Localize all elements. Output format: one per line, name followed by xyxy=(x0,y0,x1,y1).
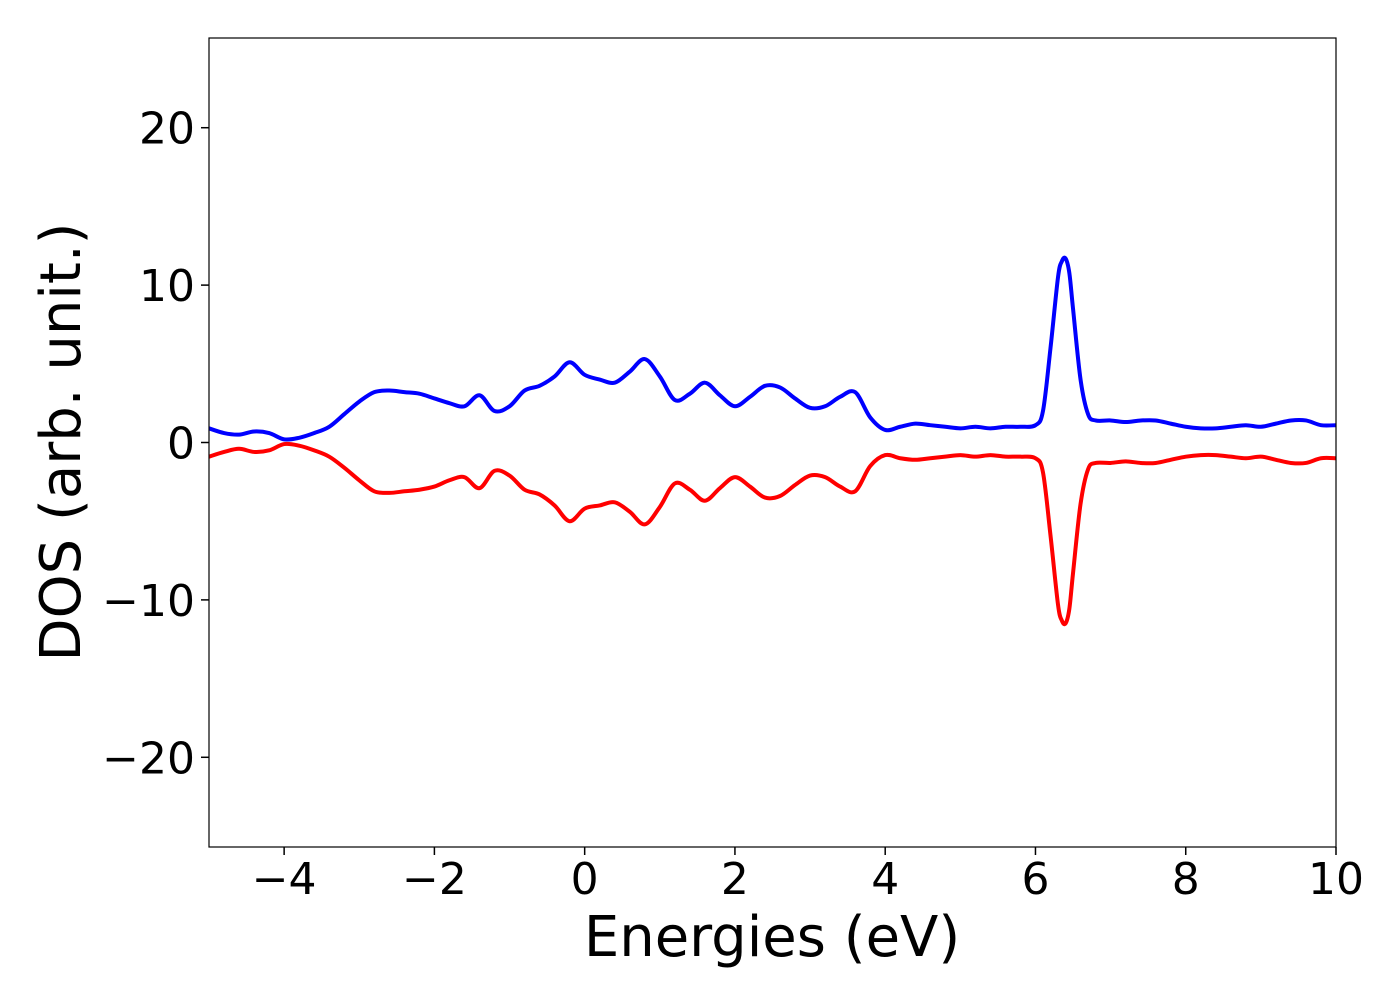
x-tick-label: −4 xyxy=(252,854,317,905)
series-line-blue xyxy=(208,255,1337,442)
x-axis-label: Energies (eV) xyxy=(584,905,960,970)
y-axis-label: DOS (arb. unit.) xyxy=(29,222,94,661)
y-tick-label: 10 xyxy=(139,261,195,312)
y-tick-label: −10 xyxy=(102,576,195,627)
y-axis-ticks: 20 10 0 −10 −20 xyxy=(102,104,209,784)
y-tick-label: 0 xyxy=(167,419,195,470)
plot-frame xyxy=(208,37,1337,848)
y-tick-label: 20 xyxy=(139,104,195,155)
x-tick-label: 4 xyxy=(871,854,899,905)
series-line-red xyxy=(208,441,1337,627)
x-tick-label: −2 xyxy=(402,854,467,905)
series-layer xyxy=(208,255,1337,627)
x-axis-ticks: −4 −2 0 2 4 6 8 10 xyxy=(252,847,1364,905)
x-tick-label: 10 xyxy=(1308,854,1364,905)
x-tick-label: 6 xyxy=(1021,854,1049,905)
x-tick-label: 2 xyxy=(721,854,749,905)
y-tick-label: −20 xyxy=(102,733,195,784)
x-tick-label: 0 xyxy=(571,854,599,905)
x-tick-label: 8 xyxy=(1172,854,1200,905)
